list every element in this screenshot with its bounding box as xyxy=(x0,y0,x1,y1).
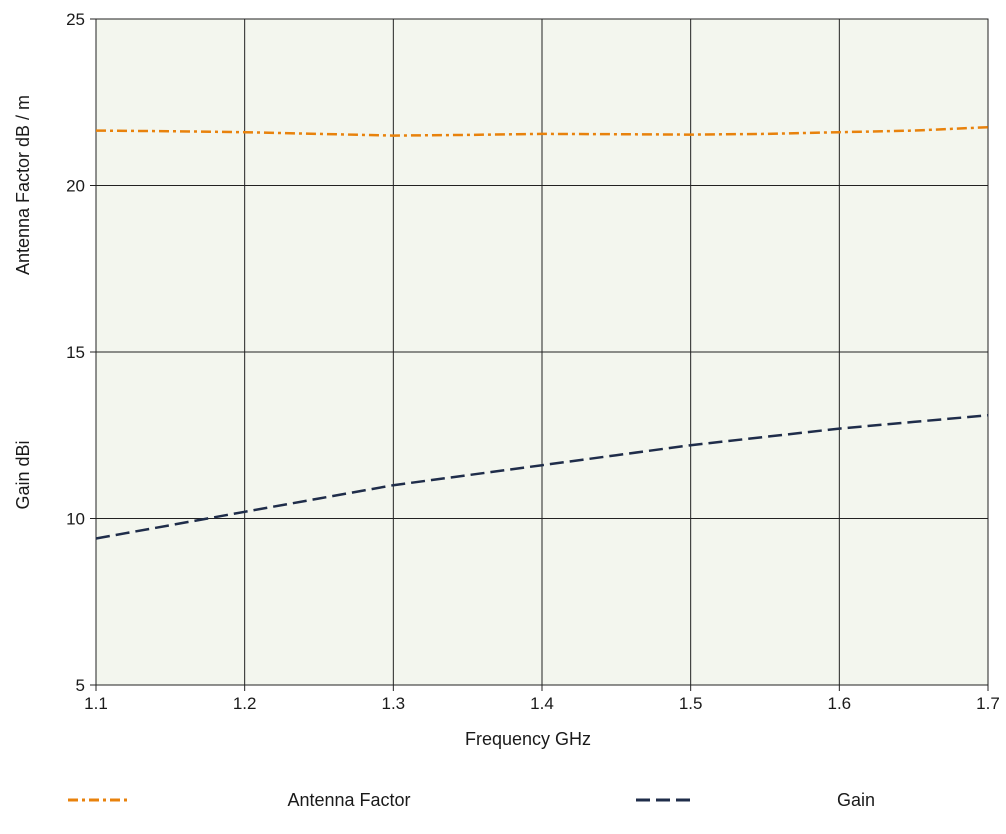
x-tick-label: 1.1 xyxy=(84,694,108,713)
x-axis-title: Frequency GHz xyxy=(465,729,591,749)
y-tick-label: 10 xyxy=(66,510,85,529)
y-tick-label: 20 xyxy=(66,177,85,196)
x-tick-label: 1.4 xyxy=(530,694,554,713)
y-tick-label: 5 xyxy=(76,676,85,695)
x-tick-label: 1.3 xyxy=(382,694,406,713)
series-line-antenna-factor xyxy=(95,125,989,137)
series-lines xyxy=(95,125,989,540)
x-tick-label: 1.2 xyxy=(233,694,257,713)
y-axis-ticks: 5 10 15 20 25 xyxy=(66,10,96,695)
y-axis-title-lower: Gain dBi xyxy=(13,440,33,509)
grid-lines xyxy=(95,18,989,686)
x-tick-label: 1.7 xyxy=(976,694,1000,713)
legend: Antenna Factor Gain xyxy=(68,790,875,810)
x-axis-ticks: 1.1 1.2 1.3 1.4 1.5 1.6 1.7 xyxy=(84,685,1000,713)
y-axis-title-upper: Antenna Factor dB / m xyxy=(13,95,33,275)
x-tick-label: 1.5 xyxy=(679,694,703,713)
series-line-gain xyxy=(95,414,989,540)
legend-label-antenna-factor: Antenna Factor xyxy=(287,790,410,810)
y-tick-label: 25 xyxy=(66,10,85,29)
x-tick-label: 1.6 xyxy=(828,694,852,713)
legend-label-gain: Gain xyxy=(837,790,875,810)
y-tick-label: 15 xyxy=(66,343,85,362)
